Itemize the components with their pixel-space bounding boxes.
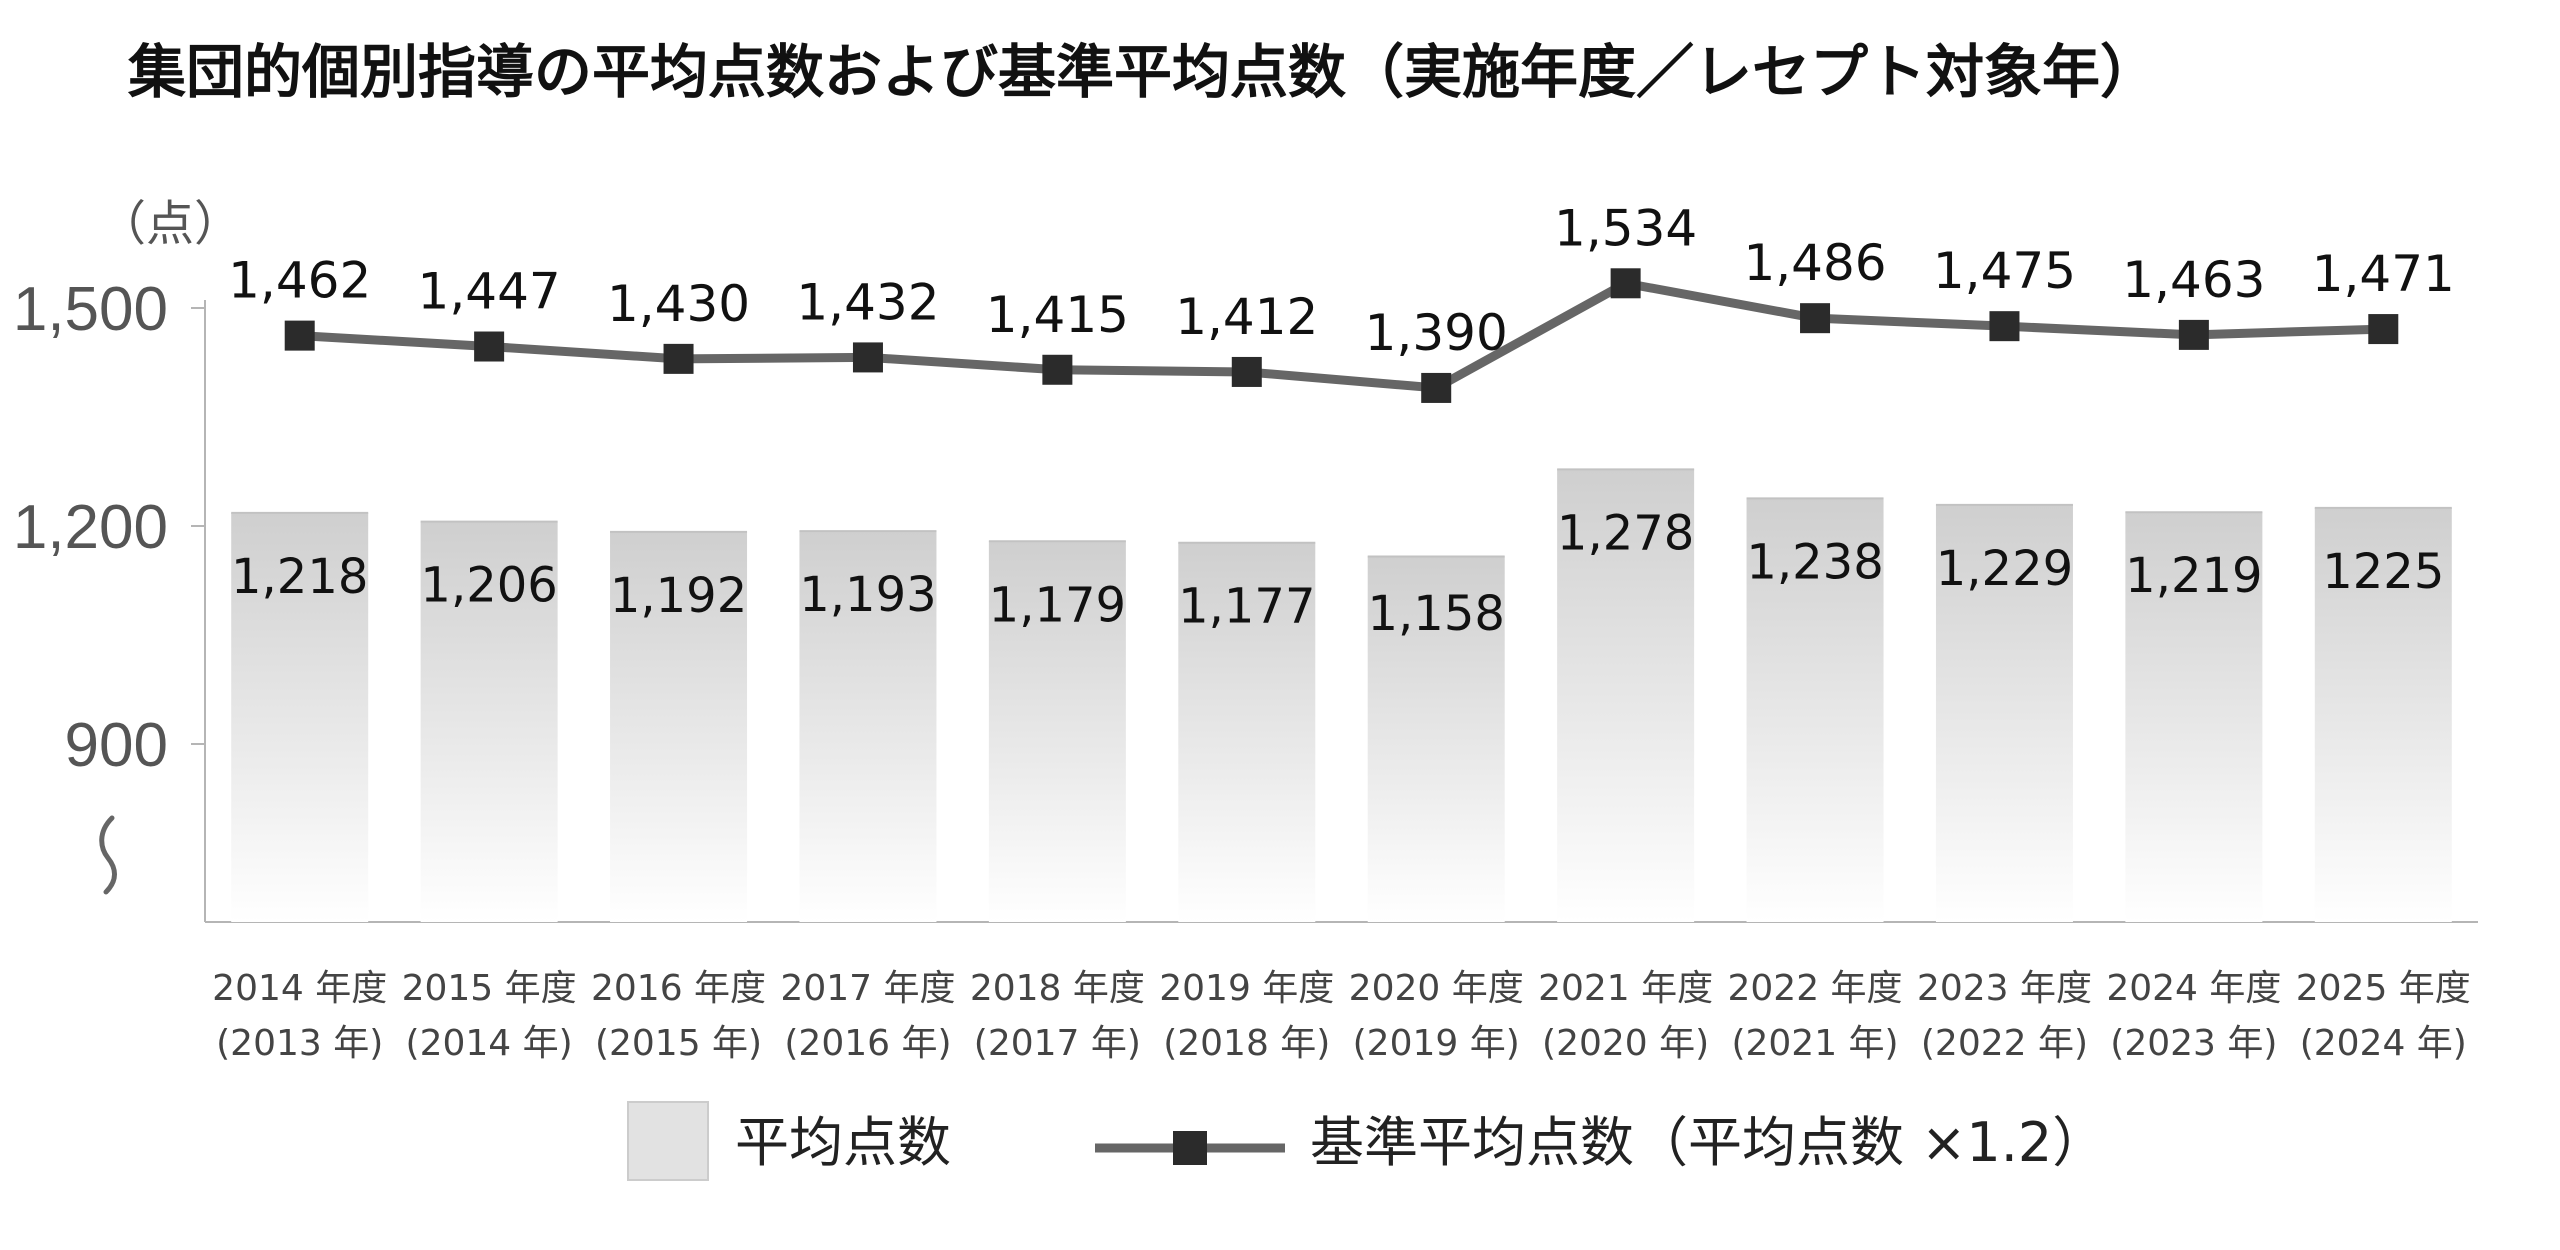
legend-bar-label: 平均点数 [735,1111,951,1174]
legend-bar-swatch [627,1101,709,1181]
x-tick-label-year: 2021 年度 [1538,968,1713,1009]
x-tick-label-target-year: (2013 年) [216,1023,383,1064]
bar-value-label: 1225 [2322,544,2444,600]
axis-break-icon [99,815,117,895]
plot-area: 1,500 1,200 900 1,218 1,206 1,192 1,193 1,179 1,… [13,199,2478,1181]
x-tick-label-year: 2016 年度 [591,968,766,1009]
x-tick-label-year: 2017 年度 [780,968,955,1009]
bar-value-label: 1,219 [2125,548,2262,604]
line-marker [2368,314,2399,345]
x-tick-label-target-year: (2019 年) [1353,1023,1520,1064]
y-tick-label: 1,500 [13,275,168,344]
line-value-label: 1,430 [607,275,750,333]
x-tick-label-year: 2024 年度 [2106,968,2281,1009]
line-value-label: 1,412 [1175,288,1318,346]
legend-line-marker [1173,1131,1207,1165]
bar-value-label: 1,278 [1557,505,1694,561]
x-tick-label-target-year: (2022 年) [1921,1023,2088,1064]
x-tick-label-year: 2014 年度 [212,968,387,1009]
line-marker [1610,268,1641,299]
line-value-label: 1,390 [1365,304,1508,362]
bar [1367,556,1505,922]
bar-value-label: 1,238 [1746,534,1883,590]
line-marker [1042,354,1073,385]
bar [1935,504,2073,922]
x-tick-label-target-year: (2014 年) [406,1023,573,1064]
line-marker [1800,303,1831,334]
x-tick-label-target-year: (2018 年) [1163,1023,1330,1064]
bar-value-label: 1,177 [1178,579,1315,635]
x-tick-label-year: 2020 年度 [1349,968,1524,1009]
x-tick-label-target-year: (2017 年) [974,1023,1141,1064]
line-value-label: 1,432 [796,273,939,331]
bar-value-label: 1,179 [989,577,1126,633]
line-series-path [299,278,2384,393]
x-tick-label-year: 2023 年度 [1917,968,2092,1009]
bar-value-label: 1,158 [1367,586,1504,642]
line-value-label: 1,475 [1933,242,2076,300]
x-tick-label-year: 2015 年度 [402,968,577,1009]
bar-value-label: 1,206 [420,558,557,614]
bar-value-label: 1,192 [610,568,747,624]
y-tick-label: 1,200 [13,493,168,562]
x-tick-label-target-year: (2020 年) [1542,1023,1709,1064]
line-marker [852,342,883,373]
line-marker [474,331,505,362]
line-value-label: 1,471 [2312,245,2455,303]
x-tick-label-target-year: (2023 年) [2110,1023,2277,1064]
x-tick-label-year: 2019 年度 [1159,968,1334,1009]
line-value-label: 1,534 [1554,199,1697,257]
x-tick-label-target-year: (2016 年) [784,1023,951,1064]
line-value-label: 1,463 [2122,251,2265,309]
y-axis-unit-label: （点） [98,196,242,252]
chart-title: 集団的個別指導の平均点数および基準平均点数（実施年度／レセプト対象年） [127,38,2158,106]
y-tick-label: 900 [65,711,168,780]
bar-value-label: 1,218 [231,549,368,605]
line-marker [1231,356,1262,387]
line-marker [1421,372,1452,403]
bar-value-label: 1,229 [1936,541,2073,597]
bar [1557,469,1695,922]
line-value-label: 1,447 [418,263,561,321]
bar-value-label: 1,193 [799,567,936,623]
line-marker [2178,319,2209,350]
x-tick-label-year: 2025 年度 [2296,968,2471,1009]
bar [1746,498,1884,922]
line-value-label: 1,486 [1743,234,1886,292]
x-tick-label-target-year: (2015 年) [595,1023,762,1064]
line-marker [284,320,315,351]
line-value-label: 1,462 [228,252,371,310]
x-tick-label-year: 2022 年度 [1728,968,1903,1009]
bar [799,531,937,922]
legend-line-label: 基準平均点数（平均点数 ×1.2） [1310,1111,2106,1174]
x-tick-label-target-year: (2024 年) [2300,1023,2467,1064]
bar [610,531,748,922]
line-marker [663,343,694,374]
bar [420,521,558,922]
line-value-label: 1,415 [986,286,1129,344]
x-tick-label-target-year: (2021 年) [1731,1023,1898,1064]
bar [231,512,369,922]
bar [988,541,1126,922]
bar [2314,507,2452,922]
x-tick-label-year: 2018 年度 [970,968,1145,1009]
bar [1178,542,1316,922]
line-marker [1989,311,2020,342]
bar [2125,512,2263,922]
